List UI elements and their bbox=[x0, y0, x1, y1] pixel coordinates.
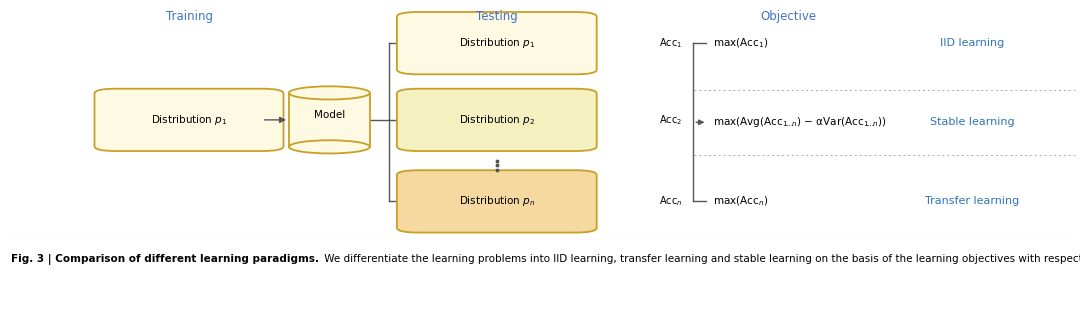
Text: Stable learning: Stable learning bbox=[930, 117, 1014, 127]
Text: Distribution $p_n$: Distribution $p_n$ bbox=[459, 194, 535, 208]
FancyBboxPatch shape bbox=[397, 89, 597, 151]
Text: Transfer learning: Transfer learning bbox=[924, 196, 1020, 206]
FancyBboxPatch shape bbox=[289, 93, 369, 147]
Text: max(Avg(Acc$_{1\!\ldots\!n}$) − αVar(Acc$_{1\!\ldots\!n}$)): max(Avg(Acc$_{1\!\ldots\!n}$) − αVar(Acc… bbox=[713, 115, 887, 129]
Text: max(Acc$_n$): max(Acc$_n$) bbox=[713, 194, 768, 208]
Text: Acc$_1$: Acc$_1$ bbox=[659, 36, 681, 50]
Ellipse shape bbox=[289, 140, 369, 154]
Text: max(Acc$_1$): max(Acc$_1$) bbox=[713, 36, 768, 50]
FancyBboxPatch shape bbox=[397, 170, 597, 232]
Text: IID learning: IID learning bbox=[940, 38, 1004, 48]
Text: Distribution $p_2$: Distribution $p_2$ bbox=[459, 113, 535, 127]
Text: Distribution $p_1$: Distribution $p_1$ bbox=[459, 36, 535, 50]
Text: We differentiate the learning problems into IID learning, transfer learning and : We differentiate the learning problems i… bbox=[321, 254, 1080, 264]
Text: Model: Model bbox=[314, 110, 345, 120]
Text: Fig. 3 | Comparison of different learning paradigms.: Fig. 3 | Comparison of different learnin… bbox=[11, 254, 319, 265]
Text: Training: Training bbox=[165, 10, 213, 23]
FancyBboxPatch shape bbox=[95, 89, 283, 151]
Ellipse shape bbox=[289, 86, 369, 100]
FancyBboxPatch shape bbox=[397, 12, 597, 74]
Text: Testing: Testing bbox=[476, 10, 517, 23]
Text: Acc$_n$: Acc$_n$ bbox=[659, 194, 683, 208]
Text: Acc$_2$: Acc$_2$ bbox=[659, 113, 681, 127]
Text: Distribution $p_1$: Distribution $p_1$ bbox=[151, 113, 227, 127]
Text: Objective: Objective bbox=[760, 10, 816, 23]
